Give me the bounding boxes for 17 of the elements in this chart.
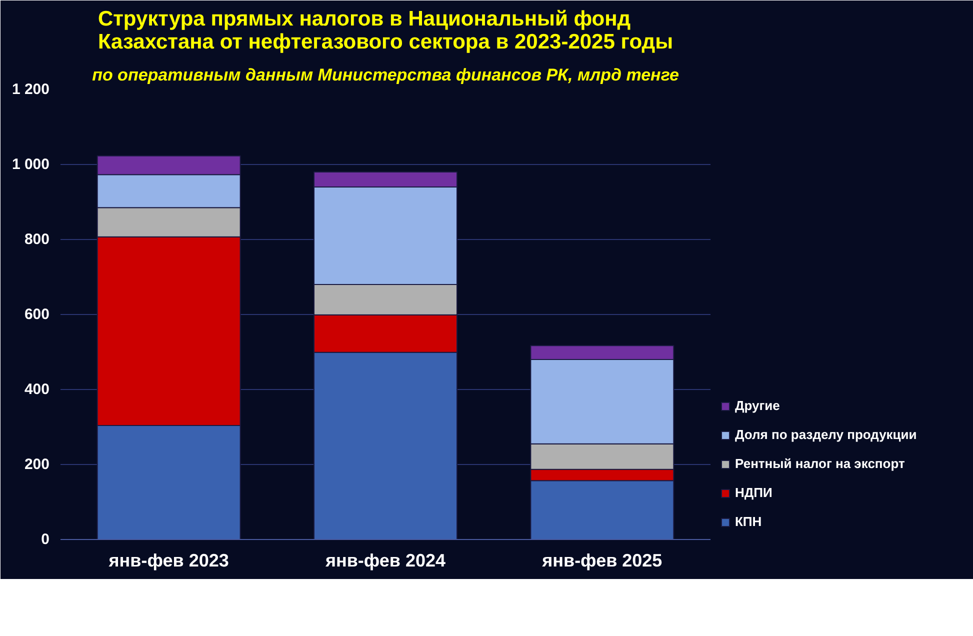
legend-label: Рентный налог на экспорт	[735, 456, 905, 471]
y-tick-label: 600	[24, 306, 50, 323]
legend-label: Доля по разделу продукции	[735, 427, 917, 442]
x-tick-label: янв-фев 2025	[541, 550, 662, 570]
y-tick-label: 200	[24, 456, 50, 473]
y-tick-label: 0	[41, 531, 50, 548]
chart-title: Структура прямых налогов в Национальный фонд Казахстана от нефтегазового сектора в 2023-2025 годы	[98, 8, 674, 54]
y-tick-label: 1 000	[12, 156, 50, 173]
x-tick-label: янв-фев 2024	[324, 550, 446, 570]
y-tick-label: 1 200	[12, 81, 50, 98]
y-tick-label: 400	[24, 381, 50, 398]
x-tick-label: янв-фев 2023	[108, 550, 229, 570]
legend-label: Другие	[735, 398, 780, 413]
legend-label: КПН	[735, 514, 762, 529]
chart-subtitle: по оперативным данным Министерства финансов РК, млрд тенге	[92, 66, 679, 84]
y-tick-label: 800	[24, 231, 50, 248]
legend-label: НДПИ	[735, 485, 772, 500]
